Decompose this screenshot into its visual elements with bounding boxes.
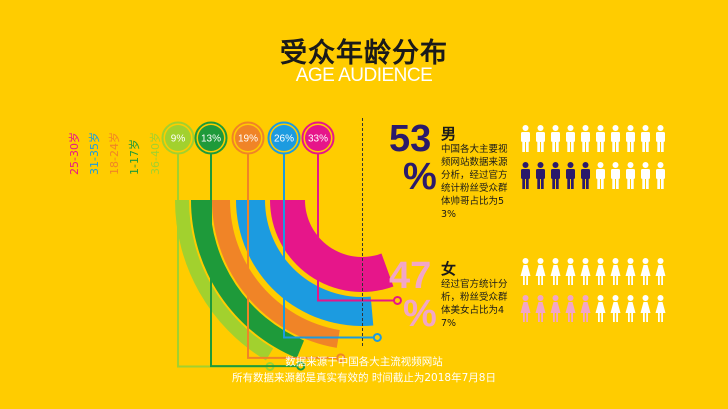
male-person-icon xyxy=(611,125,620,152)
female-person-icon xyxy=(535,258,546,285)
female-percent-number: 47 xyxy=(389,255,432,297)
female-person-icon xyxy=(655,295,666,322)
divider-line xyxy=(362,118,363,346)
connector-4 xyxy=(317,151,398,302)
female-person-icon xyxy=(610,295,621,322)
male-person-icon xyxy=(551,125,560,152)
female-percent: 47 % xyxy=(389,257,437,333)
male-person-icon xyxy=(596,125,605,152)
female-percent-sign: % xyxy=(403,293,437,335)
footer-line-2: 所有数据来源都是真实有效的 时间截止为2018年7月8日 xyxy=(232,372,496,384)
male-person-icon xyxy=(611,162,620,189)
female-person-icon xyxy=(550,295,561,322)
value-label-0: 9% xyxy=(171,134,186,145)
male-person-icon xyxy=(566,162,575,189)
value-label-2: 19% xyxy=(238,134,258,145)
category-label-4: 25-30岁 xyxy=(67,132,81,175)
male-icon-grid xyxy=(520,125,666,199)
male-percent-sign: % xyxy=(403,156,437,198)
female-person-icon xyxy=(565,258,576,285)
male-person-icon xyxy=(581,125,590,152)
male-description: 中国各大主要视频网站数据来源分析，经过官方统计粉丝受众群体帅哥占比为53% xyxy=(441,144,508,220)
category-label-2: 18-24岁 xyxy=(107,132,121,175)
category-label-0: 36-40岁 xyxy=(148,132,162,175)
connector-3 xyxy=(283,151,378,339)
connector-dot-1 xyxy=(296,361,306,371)
female-person-icon xyxy=(610,258,621,285)
value-label-4: 33% xyxy=(308,134,328,145)
female-person-icon xyxy=(595,258,606,285)
age-band-3 xyxy=(236,200,374,326)
connector-2 xyxy=(247,151,341,359)
female-person-icon xyxy=(595,295,606,322)
female-person-icon xyxy=(640,295,651,322)
male-person-icon xyxy=(536,125,545,152)
female-label: 女 xyxy=(441,260,457,278)
female-person-icon xyxy=(580,258,591,285)
icon-row xyxy=(520,258,666,286)
female-person-icon xyxy=(565,295,576,322)
female-person-icon xyxy=(625,295,636,322)
page-title: 受众年龄分布 xyxy=(280,38,448,69)
male-person-icon xyxy=(581,162,590,189)
female-person-icon xyxy=(520,258,531,285)
female-person-icon xyxy=(625,258,636,285)
female-description: 经过官方统计分析，粉丝受众群体美女占比为47% xyxy=(441,279,508,329)
female-person-icon xyxy=(520,295,531,322)
male-person-icon xyxy=(641,162,650,189)
value-circle-1 xyxy=(198,125,224,151)
value-circle-0 xyxy=(165,125,191,151)
female-person-icon xyxy=(535,295,546,322)
value-label-3: 26% xyxy=(274,134,294,145)
male-person-icon xyxy=(536,162,545,189)
connector-dot-4 xyxy=(392,295,402,305)
male-person-icon xyxy=(656,162,665,189)
male-person-icon xyxy=(626,162,635,189)
male-percent-number: 53 xyxy=(389,118,432,160)
female-person-icon xyxy=(655,258,666,285)
female-icon-grid xyxy=(520,258,666,332)
icon-row xyxy=(520,295,666,323)
age-band-2 xyxy=(212,200,340,348)
value-circle-3 xyxy=(271,125,297,151)
male-person-icon xyxy=(521,125,530,152)
footer-line-1: 数据来源于中国各大主流视频网站 xyxy=(285,356,443,368)
category-label-3: 31-35岁 xyxy=(87,132,101,175)
male-person-icon xyxy=(521,162,530,189)
male-person-icon xyxy=(641,125,650,152)
connector-1 xyxy=(210,151,301,368)
male-person-icon xyxy=(626,125,635,152)
connector-dot-2 xyxy=(336,353,346,363)
value-label-1: 13% xyxy=(201,134,221,145)
icon-row xyxy=(520,162,666,190)
value-circle-2 xyxy=(235,125,261,151)
female-person-icon xyxy=(580,295,591,322)
female-person-icon xyxy=(640,258,651,285)
male-label: 男 xyxy=(441,125,457,143)
male-person-icon xyxy=(566,125,575,152)
male-person-icon xyxy=(596,162,605,189)
value-circle-4 xyxy=(305,125,331,151)
page-subtitle: AGE AUDIENCE xyxy=(295,65,433,86)
category-label-1: 1-17岁 xyxy=(127,139,141,175)
female-person-icon xyxy=(550,258,561,285)
icon-row xyxy=(520,125,666,153)
connector-dot-3 xyxy=(372,332,382,342)
male-person-icon xyxy=(656,125,665,152)
male-person-icon xyxy=(551,162,560,189)
age-band-0 xyxy=(175,200,274,361)
male-percent: 53 % xyxy=(389,120,437,196)
